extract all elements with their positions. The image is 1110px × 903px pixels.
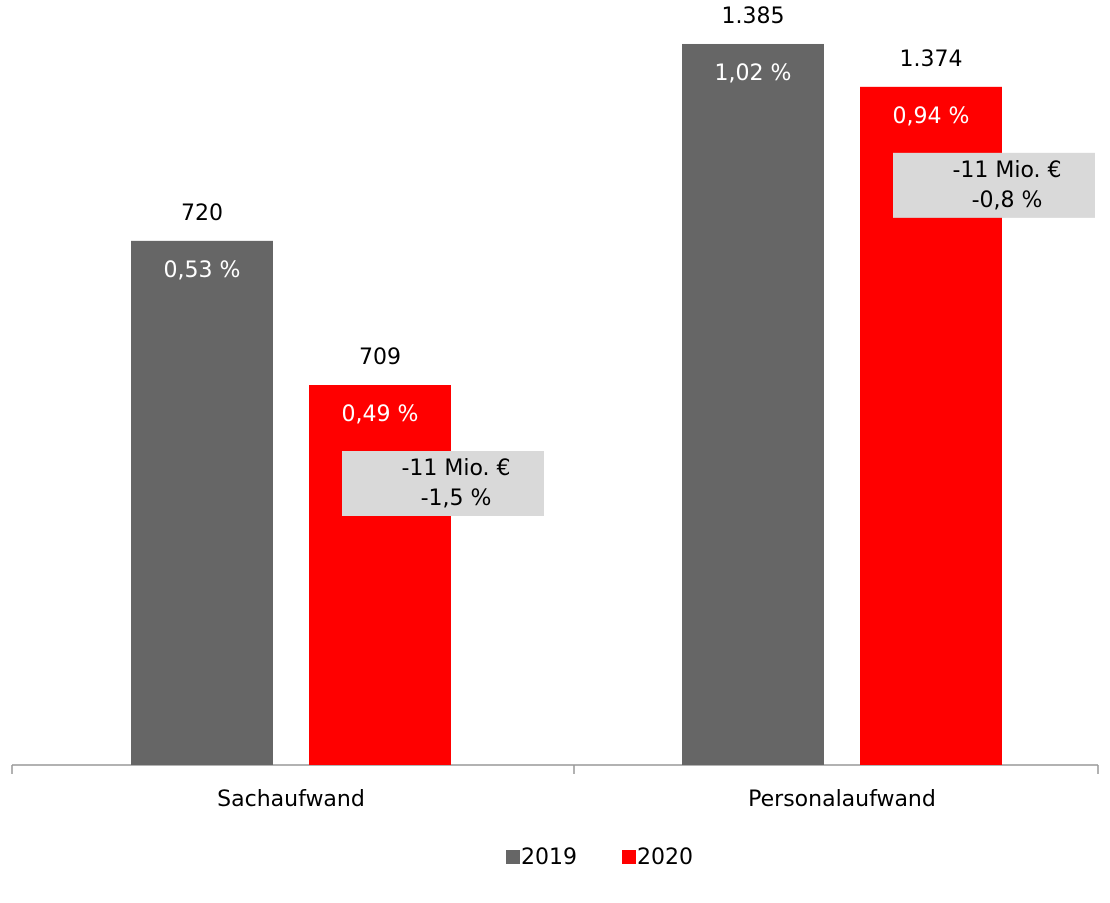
value-label: 709 [359,345,401,370]
delta-label: -0,8 % [972,188,1043,213]
delta-label: -11 Mio. € [952,158,1061,183]
bar [309,385,451,765]
category-axis [11,764,1099,774]
share-label: 0,94 % [893,104,970,129]
delta-box [342,451,544,516]
category-label: Sachaufwand [217,787,365,812]
legend-swatch [506,850,520,864]
legend-label: 2019 [521,845,577,870]
share-label: 1,02 % [715,61,792,86]
delta-box [893,152,1095,218]
value-label: 1.385 [722,4,785,29]
delta-label: -1,5 % [421,486,492,511]
bar [682,43,824,765]
delta-label: -11 Mio. € [401,456,510,481]
share-label: 0,53 % [164,258,241,283]
legend-swatch [622,850,636,864]
bar [131,240,273,766]
value-label: 720 [181,201,223,226]
category-label: Personalaufwand [748,787,936,812]
legend-label: 2020 [637,845,693,870]
share-label: 0,49 % [342,402,419,427]
value-label: 1.374 [900,47,963,72]
